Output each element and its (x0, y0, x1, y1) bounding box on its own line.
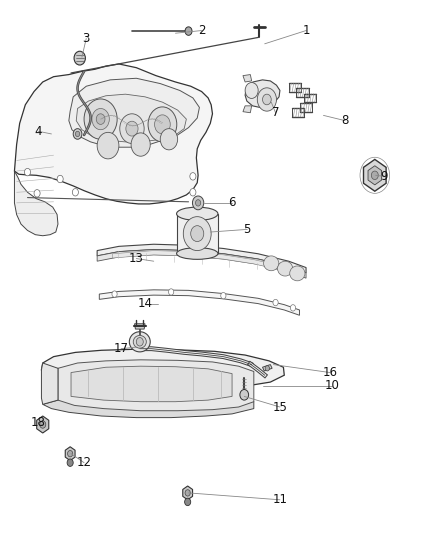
Circle shape (245, 83, 258, 99)
Ellipse shape (278, 261, 293, 276)
Polygon shape (71, 366, 232, 402)
Polygon shape (134, 324, 145, 329)
Circle shape (136, 337, 143, 346)
Polygon shape (43, 397, 254, 418)
Circle shape (221, 293, 226, 299)
Ellipse shape (129, 332, 150, 352)
Text: 14: 14 (138, 297, 152, 310)
Circle shape (74, 51, 85, 65)
Text: 10: 10 (325, 379, 339, 392)
Text: 7: 7 (272, 106, 279, 119)
Text: 13: 13 (129, 252, 144, 265)
Circle shape (67, 459, 73, 466)
Polygon shape (97, 244, 306, 273)
Polygon shape (42, 349, 284, 387)
Circle shape (96, 114, 105, 124)
Polygon shape (243, 106, 252, 113)
Circle shape (25, 168, 31, 176)
Circle shape (184, 216, 211, 251)
Circle shape (257, 88, 276, 111)
Circle shape (192, 196, 204, 210)
Text: 1: 1 (302, 24, 310, 37)
Polygon shape (97, 249, 306, 278)
Circle shape (75, 131, 80, 136)
Circle shape (57, 175, 63, 183)
Circle shape (273, 300, 278, 306)
Circle shape (265, 366, 269, 371)
Circle shape (112, 291, 117, 297)
Text: 3: 3 (83, 32, 90, 45)
Text: 17: 17 (113, 342, 129, 355)
Polygon shape (368, 166, 381, 185)
Polygon shape (14, 171, 58, 236)
Polygon shape (37, 416, 49, 433)
Text: 12: 12 (77, 456, 92, 469)
Circle shape (72, 189, 78, 196)
Text: 8: 8 (342, 114, 349, 127)
Polygon shape (76, 94, 186, 142)
Text: 6: 6 (228, 196, 236, 209)
Text: 5: 5 (244, 223, 251, 236)
Circle shape (120, 114, 144, 143)
Circle shape (92, 109, 110, 130)
Text: 11: 11 (272, 494, 287, 506)
Circle shape (169, 289, 174, 295)
Circle shape (126, 121, 138, 136)
Polygon shape (42, 363, 58, 405)
Text: 18: 18 (31, 416, 46, 430)
Polygon shape (262, 365, 272, 371)
Circle shape (131, 133, 150, 156)
Circle shape (73, 128, 82, 139)
Circle shape (262, 94, 271, 105)
Circle shape (240, 390, 249, 400)
Polygon shape (113, 251, 283, 271)
Ellipse shape (133, 335, 146, 348)
Circle shape (371, 171, 378, 180)
Circle shape (290, 305, 296, 311)
Polygon shape (243, 75, 252, 82)
Circle shape (148, 107, 177, 142)
Circle shape (155, 115, 170, 134)
Circle shape (190, 173, 196, 180)
Circle shape (67, 450, 73, 457)
Ellipse shape (177, 207, 218, 220)
Text: 2: 2 (198, 24, 205, 37)
Ellipse shape (177, 248, 218, 260)
Polygon shape (183, 486, 193, 500)
Polygon shape (69, 78, 199, 147)
Text: 15: 15 (272, 400, 287, 414)
Circle shape (84, 99, 117, 139)
Ellipse shape (264, 256, 279, 271)
Circle shape (34, 190, 40, 197)
Polygon shape (14, 64, 212, 204)
Text: 9: 9 (381, 170, 388, 183)
Ellipse shape (290, 266, 305, 281)
Circle shape (195, 200, 201, 206)
Circle shape (185, 490, 190, 496)
Circle shape (160, 128, 178, 150)
Circle shape (97, 132, 119, 159)
Text: 16: 16 (322, 366, 338, 379)
Polygon shape (65, 447, 75, 461)
Circle shape (190, 189, 196, 196)
Polygon shape (99, 290, 300, 316)
Polygon shape (364, 159, 386, 191)
Circle shape (40, 421, 46, 428)
Polygon shape (58, 360, 254, 411)
Circle shape (185, 498, 191, 506)
Circle shape (191, 225, 204, 241)
Polygon shape (245, 80, 280, 108)
FancyBboxPatch shape (177, 214, 218, 254)
Circle shape (185, 27, 192, 35)
Text: 4: 4 (35, 125, 42, 138)
